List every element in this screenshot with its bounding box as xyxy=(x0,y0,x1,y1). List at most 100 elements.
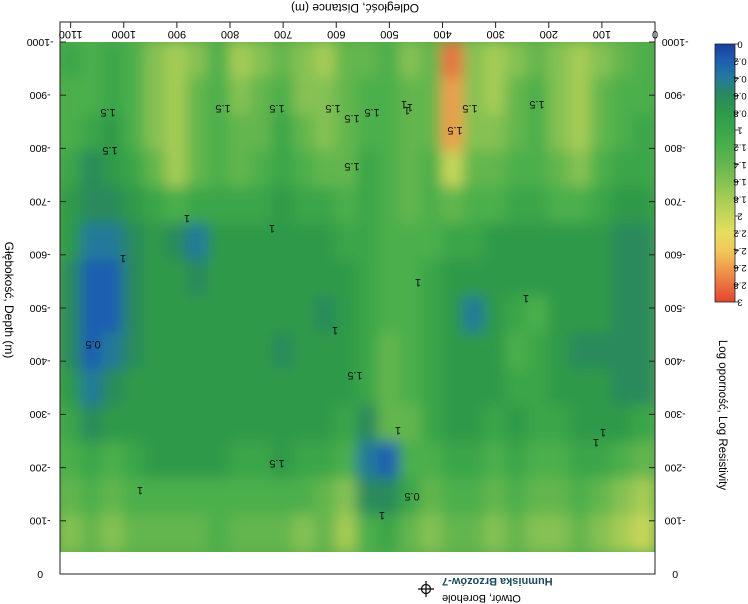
heatmap-cell xyxy=(526,332,550,371)
heatmap-cell xyxy=(229,332,253,371)
heatmap-cell xyxy=(484,77,508,116)
heatmap-cell xyxy=(441,368,465,408)
heatmap-cell xyxy=(250,332,274,371)
heatmap-cell xyxy=(60,478,83,517)
heatmap-cell xyxy=(632,478,655,517)
heatmap-cell xyxy=(80,514,104,552)
heatmap-cell xyxy=(505,150,529,189)
heatmap-cell xyxy=(165,113,189,153)
x-tick-label: 200 xyxy=(540,28,558,40)
heatmap-cell xyxy=(250,42,274,80)
heatmap-cell xyxy=(60,186,83,226)
heatmap-cell xyxy=(484,223,508,262)
heatmap-cell xyxy=(356,77,380,116)
heatmap-cell xyxy=(590,478,614,517)
heatmap-cell xyxy=(632,77,655,116)
heatmap-cell xyxy=(101,186,125,226)
heatmap-cell xyxy=(462,368,487,408)
x-tick-label: 400 xyxy=(433,28,451,40)
heatmap-cell xyxy=(335,441,359,481)
contour-label: 1.5 xyxy=(102,144,117,156)
heatmap-cell xyxy=(144,42,168,80)
heatmap-cell xyxy=(101,223,125,262)
x-tick-label: 800 xyxy=(221,28,239,40)
heatmap-cell xyxy=(80,259,104,298)
heatmap-cell xyxy=(611,332,635,371)
heatmap-cell xyxy=(399,223,423,262)
heatmap-cell xyxy=(441,42,465,80)
heatmap-cell xyxy=(207,42,232,80)
heatmap-cell xyxy=(611,42,635,80)
heatmap-cell xyxy=(377,368,402,408)
heatmap-cell xyxy=(526,478,550,517)
borehole-type-label: Otwór, Borehole xyxy=(442,592,521,604)
y-tick-label: -600 xyxy=(29,249,50,261)
heatmap-cell xyxy=(101,478,125,517)
heatmap-cell xyxy=(335,77,359,116)
heatmap-cell xyxy=(165,77,189,116)
heatmap-cell xyxy=(207,77,232,116)
heatmap-cell xyxy=(590,296,614,335)
heatmap-cell xyxy=(292,514,317,552)
heatmap-cell xyxy=(505,296,529,335)
colorbar-tick-label: 3 xyxy=(737,297,742,308)
heatmap-cell xyxy=(229,514,253,552)
contour-label: 1 xyxy=(379,509,385,521)
heatmap-cell xyxy=(250,113,274,153)
heatmap-cell xyxy=(229,478,253,517)
heatmap-cell xyxy=(377,296,402,335)
y-tick-label: -200 xyxy=(29,461,50,473)
heatmap-cell xyxy=(186,186,210,226)
heatmap-cell xyxy=(144,332,168,371)
heatmap-cell xyxy=(399,296,423,335)
x-tick-label: 100 xyxy=(593,28,611,40)
heatmap-cell xyxy=(186,441,210,481)
heatmap-cell xyxy=(186,332,210,371)
heatmap-cell xyxy=(207,332,232,371)
heatmap-cell xyxy=(80,223,104,262)
heatmap-cell xyxy=(144,368,168,408)
heatmap-cell xyxy=(420,150,444,189)
contour-label: 1.5 xyxy=(347,369,362,381)
heatmap-cell xyxy=(314,223,338,262)
x-tick-label: 300 xyxy=(486,28,504,40)
heatmap-cell xyxy=(144,223,168,262)
heatmap-cell xyxy=(420,186,444,226)
heatmap-cell xyxy=(569,77,593,116)
heatmap-cell xyxy=(462,405,487,444)
heatmap-cell xyxy=(611,113,635,153)
colorbar-tick-label: 0.6 xyxy=(733,90,746,101)
heatmap-cell xyxy=(632,332,655,371)
heatmap-cell xyxy=(399,368,423,408)
heatmap-cell xyxy=(229,296,253,335)
heatmap-cell xyxy=(462,259,487,298)
heatmap-cell xyxy=(505,186,529,226)
heatmap-cell xyxy=(590,405,614,444)
surface-strip xyxy=(60,552,655,574)
heatmap-cell xyxy=(335,296,359,335)
heatmap-cell xyxy=(144,514,168,552)
heatmap-cell xyxy=(462,296,487,335)
heatmap-cell xyxy=(165,42,189,80)
heatmap-cell xyxy=(356,478,380,517)
heatmap-cell xyxy=(122,332,147,371)
heatmap-cell xyxy=(377,332,402,371)
heatmap-cell xyxy=(101,259,125,298)
heatmap-cell xyxy=(80,332,104,371)
heatmap-cell xyxy=(60,77,83,116)
contour-label: 1.5 xyxy=(344,112,359,124)
heatmap-cell xyxy=(186,150,210,189)
x-axis-title: Odległość, Distance (m) xyxy=(291,1,419,15)
heatmap-cell xyxy=(590,223,614,262)
heatmap-cell xyxy=(335,113,359,153)
heatmap-cell xyxy=(505,223,529,262)
y-tick-label-right: -900 xyxy=(664,89,685,101)
heatmap-cell xyxy=(462,77,487,116)
heatmap-cell xyxy=(60,223,83,262)
heatmap-cell xyxy=(292,259,317,298)
heatmap-cell xyxy=(271,478,295,517)
heatmap-cell xyxy=(441,150,465,189)
contour-label: 1.5 xyxy=(325,102,340,114)
heatmap-cell xyxy=(186,514,210,552)
heatmap-cell xyxy=(292,296,317,335)
